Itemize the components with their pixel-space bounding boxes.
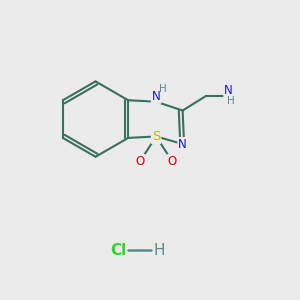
Text: N: N xyxy=(178,138,187,151)
Text: N: N xyxy=(224,84,233,97)
Text: H: H xyxy=(154,243,165,258)
Text: H: H xyxy=(159,84,167,94)
Text: O: O xyxy=(135,155,145,168)
Text: S: S xyxy=(152,130,160,143)
Text: H: H xyxy=(227,96,235,106)
Text: Cl: Cl xyxy=(110,243,126,258)
Text: N: N xyxy=(152,90,161,103)
Text: O: O xyxy=(168,155,177,168)
